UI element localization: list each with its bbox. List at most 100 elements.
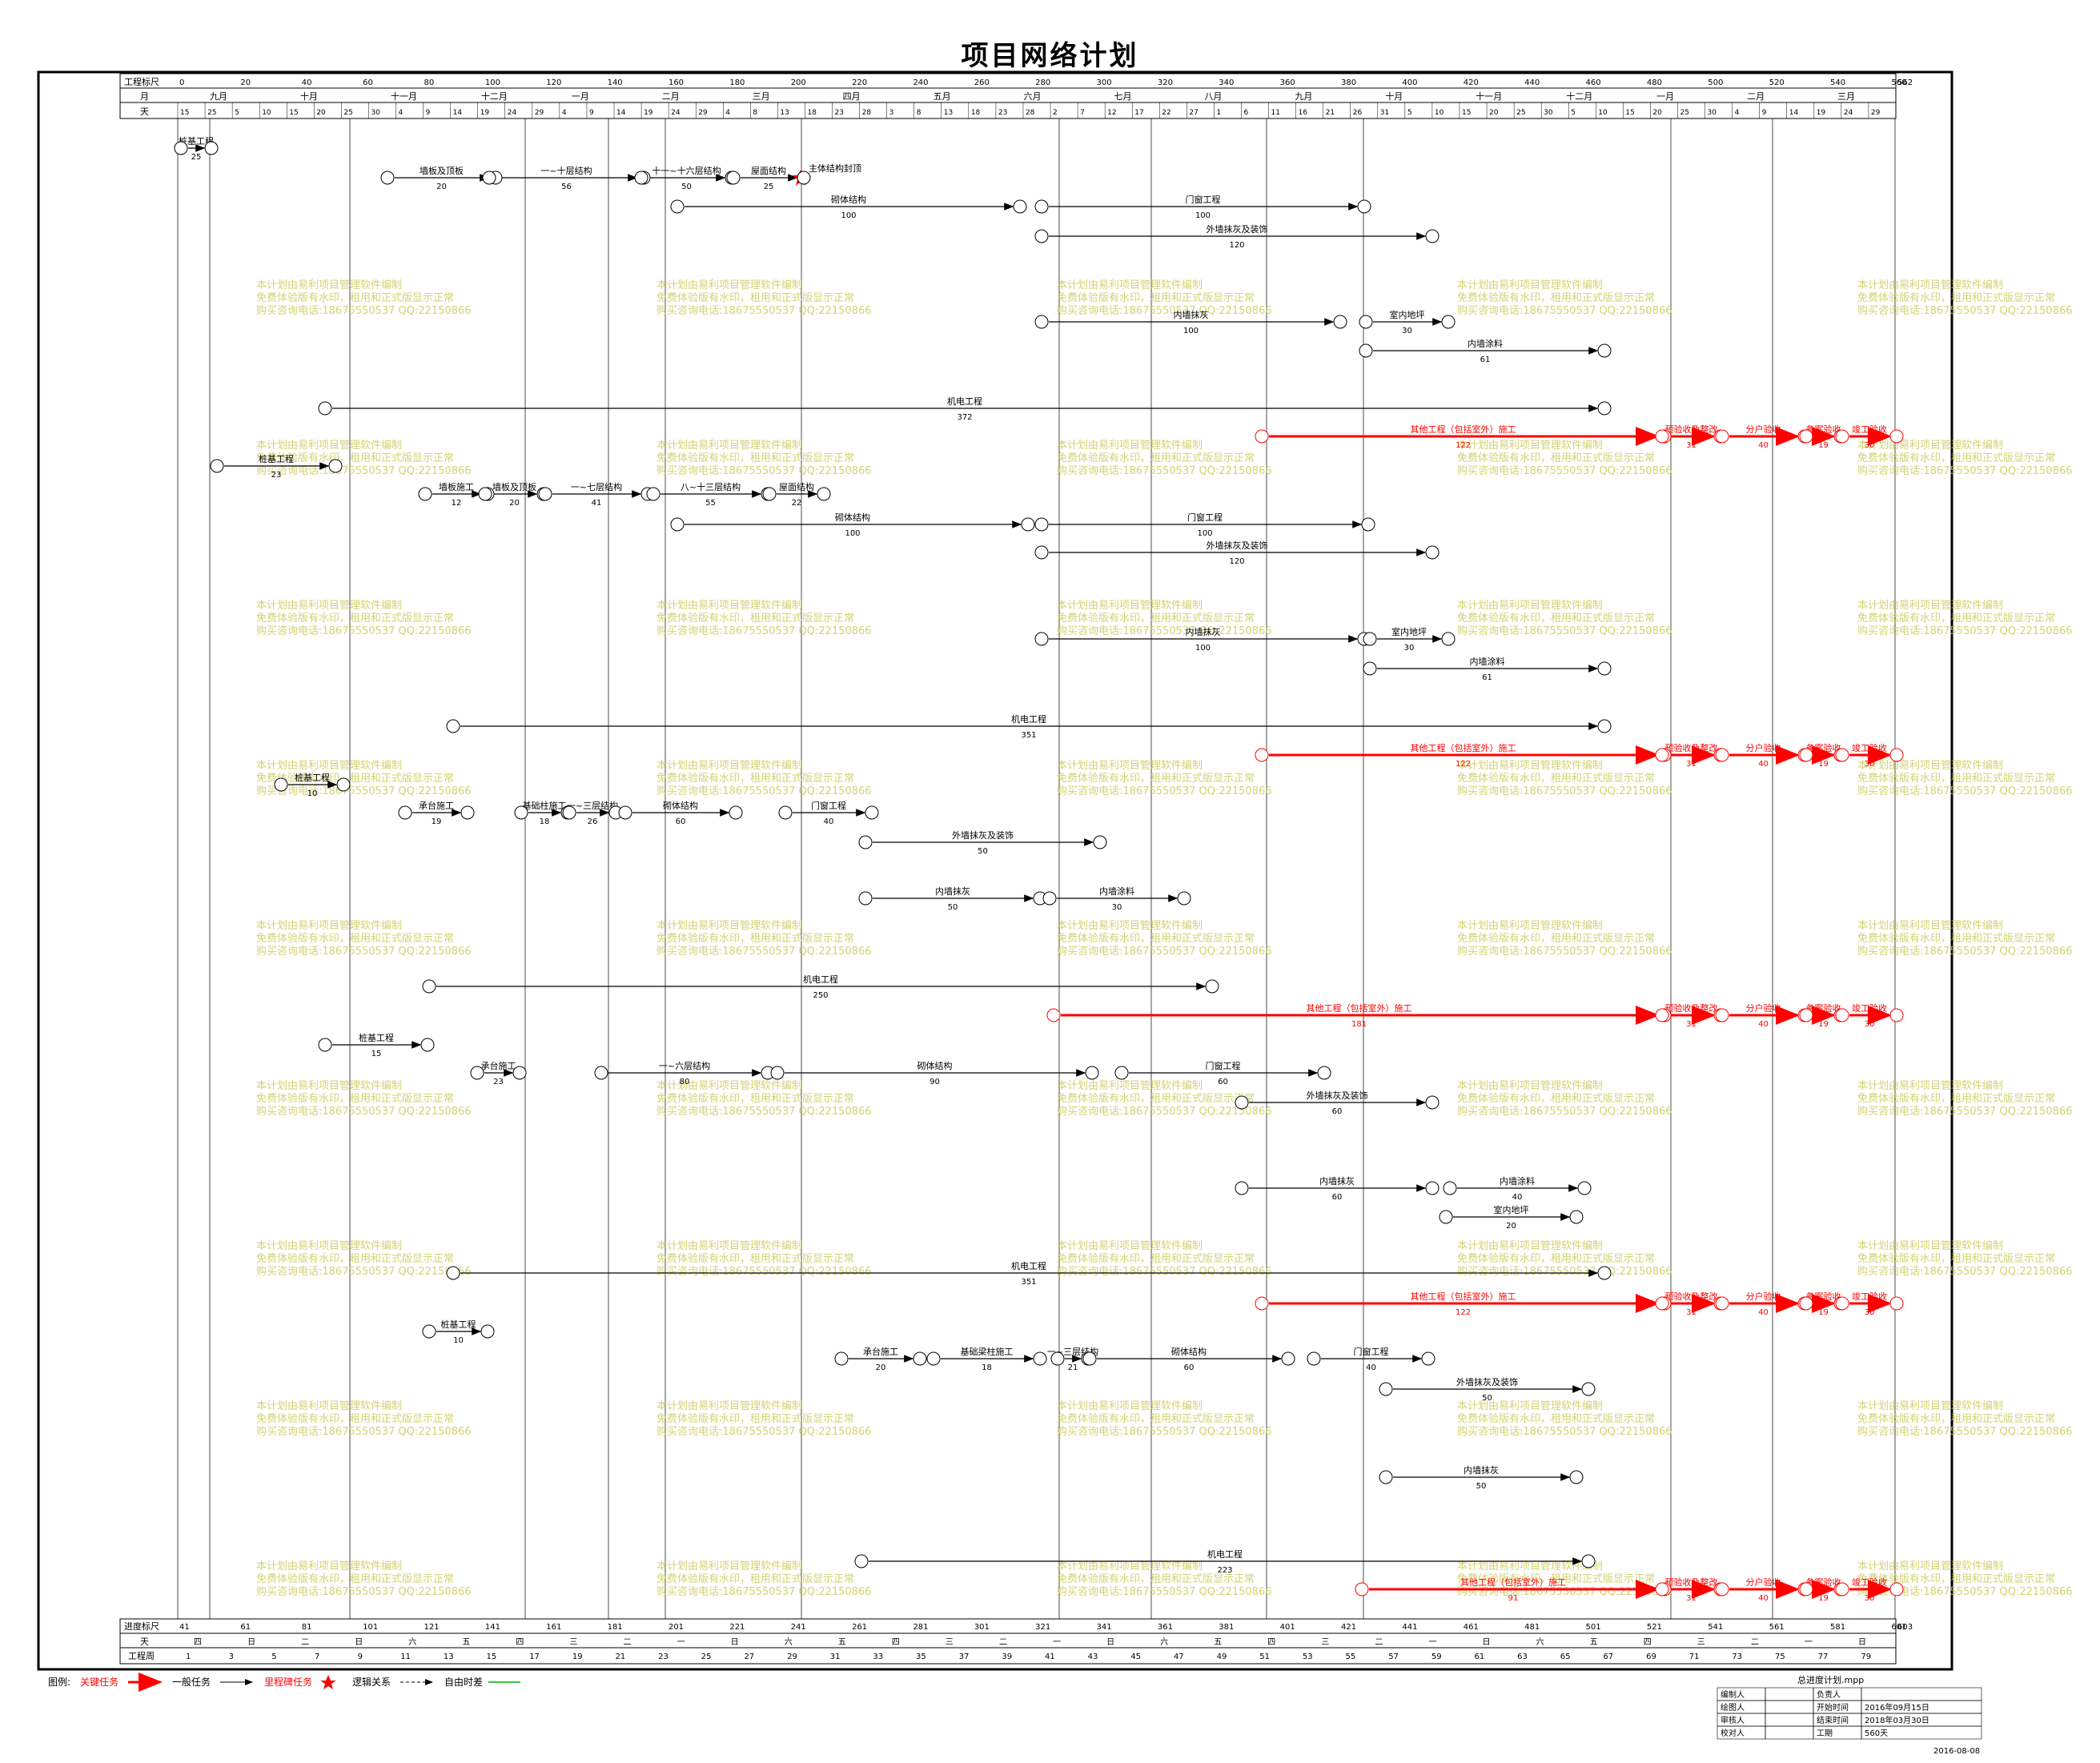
weekday-cell: 五 [1590, 1638, 1598, 1647]
event-node [1889, 1296, 1904, 1311]
event-node [926, 1351, 941, 1366]
event-node [1034, 199, 1049, 214]
event-node [460, 805, 475, 820]
event-node [1889, 1582, 1904, 1596]
task-duration: 55 [705, 499, 716, 508]
month-cell: 七月 [1114, 91, 1131, 102]
day-cell: 30 [1544, 109, 1553, 117]
task-label: 备案验收 [1806, 1002, 1841, 1014]
event-node [1235, 1095, 1249, 1110]
footer-scale-tick: 401 [1280, 1623, 1295, 1632]
watermark-text: 免费体验版有水印，租用和正式版显示正常 [1057, 612, 1255, 624]
watermark-text: 本计划由易利项目管理软件编制 [1057, 1400, 1203, 1412]
event-node [1357, 199, 1371, 214]
footer-scale-tick: 441 [1402, 1623, 1417, 1632]
weekday-cell: 五 [1214, 1638, 1222, 1647]
week-cell: 57 [1388, 1653, 1399, 1661]
month-cell: 三月 [1837, 91, 1855, 102]
task-duration: 60 [1332, 1193, 1343, 1202]
watermark-text: 购买咨询电话:18675550537 QQ:22150866 [256, 1105, 472, 1118]
task-label: 门窗工程 [1187, 512, 1223, 523]
event-node [594, 1066, 608, 1080]
watermark-text: 购买咨询电话:18675550537 QQ:22150866 [1857, 1105, 2073, 1118]
task-duration: 20 [876, 1363, 886, 1372]
task-duration: 372 [957, 413, 972, 422]
task-label: 八~十三层结构 [681, 481, 741, 492]
footer-scale-tick: 361 [1158, 1623, 1173, 1632]
task-label: 内墙抹灰 [1319, 1175, 1355, 1187]
weekday-cell: 二 [301, 1638, 309, 1647]
event-node [1569, 1210, 1584, 1224]
event-node [858, 835, 873, 849]
month-label: 月 [140, 91, 149, 102]
event-node [1359, 315, 1373, 329]
task-label: 竣工验收 [1852, 742, 1887, 753]
task-duration: 20 [436, 183, 447, 191]
watermark-text: 免费体验版有水印，租用和正式版显示正常 [1857, 1252, 2055, 1265]
watermark-text: 免费体验版有水印，租用和正式版显示正常 [256, 772, 454, 785]
watermark-text: 免费体验版有水印，租用和正式版显示正常 [1057, 452, 1255, 464]
weekday-cell: 六 [785, 1637, 793, 1647]
watermark-text: 免费体验版有水印，租用和正式版显示正常 [657, 291, 854, 304]
watermark-text: 购买咨询电话:18675550537 QQ:22150866 [657, 945, 872, 958]
weekday-cell: 三 [1697, 1638, 1705, 1647]
task-duration: 18 [982, 1363, 992, 1372]
week-cell: 37 [959, 1653, 970, 1661]
task-label: 室内地坪 [1390, 309, 1425, 320]
legend: 图例: 关键任务 一般任务 里程碑任务 逻辑关系 自由时差 [48, 1673, 520, 1692]
watermark-text: 购买咨询电话:18675550537 QQ:22150866 [1057, 1425, 1272, 1438]
footer-scale-label: 进度标尺 [124, 1620, 159, 1632]
watermark-text: 购买咨询电话:18675550537 QQ:22150866 [1857, 1425, 2073, 1438]
week-cell: 73 [1732, 1653, 1742, 1661]
scale-tick: 560 [1891, 78, 1906, 87]
event-node [1355, 1582, 1369, 1596]
task-label: 桩基工程 [359, 1032, 394, 1043]
event-node [446, 719, 460, 733]
month-cell: 八月 [1204, 91, 1222, 102]
day-cell: 15 [1462, 109, 1471, 117]
event-node [512, 1066, 527, 1080]
weekday-cell: 日 [1106, 1638, 1114, 1647]
watermark-text: 免费体验版有水印，租用和正式版显示正常 [1057, 772, 1255, 785]
day-cell: 7 [1080, 109, 1085, 117]
task-duration: 181 [1351, 1020, 1367, 1029]
month-cell: 六月 [1024, 91, 1042, 102]
task-label: 机电工程 [803, 974, 838, 985]
event-node [1425, 229, 1439, 243]
watermark-text: 本计划由易利项目管理软件编制 [1457, 1240, 1603, 1252]
weekday-cell: 四 [892, 1638, 900, 1647]
watermark-text: 免费体验版有水印，租用和正式版显示正常 [256, 1412, 454, 1425]
task-duration: 351 [1021, 731, 1036, 740]
task-duration: 40 [1512, 1193, 1523, 1202]
event-node [1655, 1296, 1669, 1311]
event-node [1050, 1351, 1065, 1366]
month-cell: 十月 [1385, 90, 1403, 102]
event-node [1013, 199, 1027, 214]
event-node [210, 459, 224, 473]
week-cell: 71 [1689, 1653, 1700, 1661]
task-duration: 18 [540, 817, 550, 826]
day-cell: 25 [343, 109, 352, 117]
task-label: 室内地坪 [1494, 1204, 1529, 1215]
task-duration: 19 [1818, 760, 1829, 769]
task-duration: 100 [1183, 327, 1199, 335]
event-node [1235, 1181, 1249, 1195]
event-node [762, 487, 777, 501]
task-label: 竣工验收 [1852, 424, 1887, 435]
day-cell: 30 [1708, 109, 1717, 117]
scale-label: 工程标尺 [124, 76, 159, 87]
watermark-text: 本计划由易利项目管理软件编制 [657, 1240, 802, 1252]
task-label: 承台施工 [481, 1060, 516, 1071]
event-node [1799, 748, 1813, 762]
weekday-cell: 六 [408, 1637, 416, 1647]
watermark-text: 免费体验版有水印，租用和正式版显示正常 [256, 1092, 454, 1105]
vertical-grid [177, 118, 1896, 1619]
task-duration: 30 [1865, 441, 1875, 450]
day-cell: 19 [1817, 109, 1826, 117]
event-node [1034, 229, 1049, 243]
task-duration: 40 [1758, 1594, 1769, 1603]
task-label: 屋面结构 [779, 481, 814, 492]
task-label: 内墙涂料 [1099, 886, 1134, 897]
task-label: 十一~十六层结构 [652, 165, 721, 176]
